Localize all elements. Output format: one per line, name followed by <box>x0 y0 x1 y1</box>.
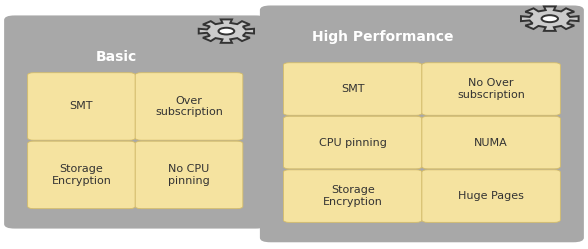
FancyBboxPatch shape <box>422 170 560 222</box>
Text: Storage
Encryption: Storage Encryption <box>323 185 383 207</box>
Text: SMT: SMT <box>341 84 365 94</box>
FancyBboxPatch shape <box>135 141 243 209</box>
FancyBboxPatch shape <box>283 170 422 222</box>
Text: Basic: Basic <box>95 50 136 64</box>
FancyBboxPatch shape <box>422 116 560 169</box>
Text: No Over
subscription: No Over subscription <box>457 78 525 100</box>
FancyBboxPatch shape <box>422 63 560 115</box>
Text: High Performance: High Performance <box>312 30 453 44</box>
FancyBboxPatch shape <box>28 141 135 209</box>
Text: CPU pinning: CPU pinning <box>319 137 386 148</box>
FancyBboxPatch shape <box>135 73 243 140</box>
FancyBboxPatch shape <box>28 73 135 140</box>
Text: SMT: SMT <box>70 101 93 112</box>
Polygon shape <box>521 6 579 31</box>
Polygon shape <box>199 19 254 43</box>
FancyBboxPatch shape <box>283 116 422 169</box>
Text: No CPU
pinning: No CPU pinning <box>168 164 210 186</box>
FancyBboxPatch shape <box>260 5 584 242</box>
Text: Over
subscription: Over subscription <box>155 96 223 117</box>
Text: Huge Pages: Huge Pages <box>458 191 524 201</box>
Circle shape <box>219 28 234 34</box>
Text: NUMA: NUMA <box>475 137 508 148</box>
FancyBboxPatch shape <box>4 15 266 229</box>
FancyBboxPatch shape <box>283 63 422 115</box>
Circle shape <box>542 15 558 22</box>
Text: Storage
Encryption: Storage Encryption <box>52 164 111 186</box>
